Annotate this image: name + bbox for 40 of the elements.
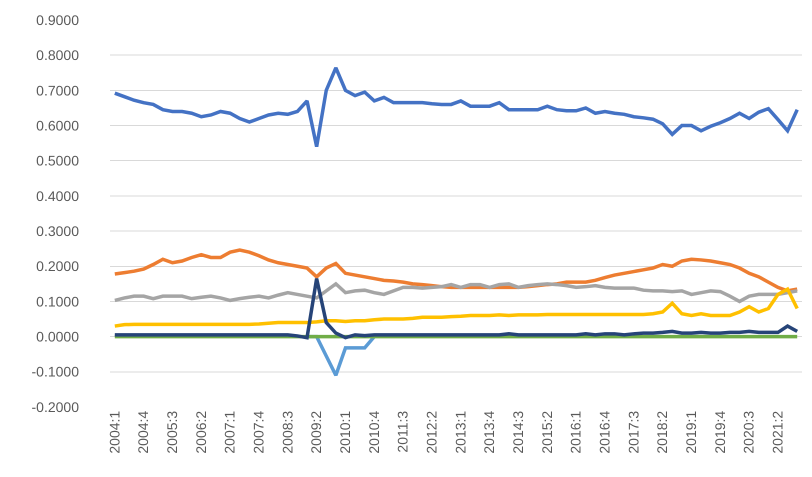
x-tick-label: 2016:1 <box>568 410 584 454</box>
y-tick-label: 0.7000 <box>36 82 80 98</box>
x-tick-label: 2019:4 <box>712 410 728 454</box>
x-tick-label: 2019:1 <box>683 410 700 454</box>
y-tick-label: 0.5000 <box>36 152 80 169</box>
x-tick-label: 2011:3 <box>394 410 411 453</box>
x-tick-label: 2013:1 <box>452 410 468 454</box>
x-tick-label: 2020:3 <box>740 410 757 454</box>
x-tick-label: 2008:3 <box>279 410 296 454</box>
y-tick-label: 0.8000 <box>36 47 80 64</box>
x-tick-label: 2004:4 <box>135 410 152 454</box>
x-tick-label: 2009:2 <box>308 410 324 454</box>
y-tick-label: 0.2000 <box>36 258 80 274</box>
x-tick-label: 2010:4 <box>366 410 382 454</box>
x-tick-label: 2005:3 <box>164 410 180 454</box>
x-tick-label: 2010:1 <box>337 410 354 454</box>
line-series <box>113 276 799 340</box>
y-tick-label: 0.6000 <box>36 117 80 134</box>
x-tick-label: 2018:2 <box>654 410 670 454</box>
x-tick-label: 2016:4 <box>596 410 613 454</box>
y-tick-label: -0.1000 <box>32 364 80 380</box>
x-tick-label: 2006:2 <box>192 410 209 454</box>
x-tick-label: 2007:4 <box>250 410 267 454</box>
y-tick-label: 0.1000 <box>36 293 80 310</box>
y-tick-label: 0.0000 <box>36 328 80 345</box>
x-tick-label: 2004:1 <box>106 410 122 454</box>
line-series <box>113 66 799 148</box>
y-tick-label: -0.2000 <box>32 398 80 415</box>
x-tick-label: 2014:3 <box>510 410 526 454</box>
x-tick-label: 2013:4 <box>481 410 498 454</box>
y-tick-label: 0.9000 <box>36 12 80 28</box>
y-tick-label: 0.3000 <box>36 222 80 239</box>
y-tick-label: 0.4000 <box>36 188 80 204</box>
x-tick-label: 2017:3 <box>625 410 642 454</box>
x-tick-label: 2015:2 <box>538 410 555 454</box>
x-tick-label: 2021:2 <box>770 410 786 454</box>
line-series <box>113 282 799 304</box>
line-series <box>113 287 799 328</box>
x-tick-label: 2007:1 <box>222 410 238 454</box>
x-tick-label: 2012:2 <box>424 410 440 454</box>
